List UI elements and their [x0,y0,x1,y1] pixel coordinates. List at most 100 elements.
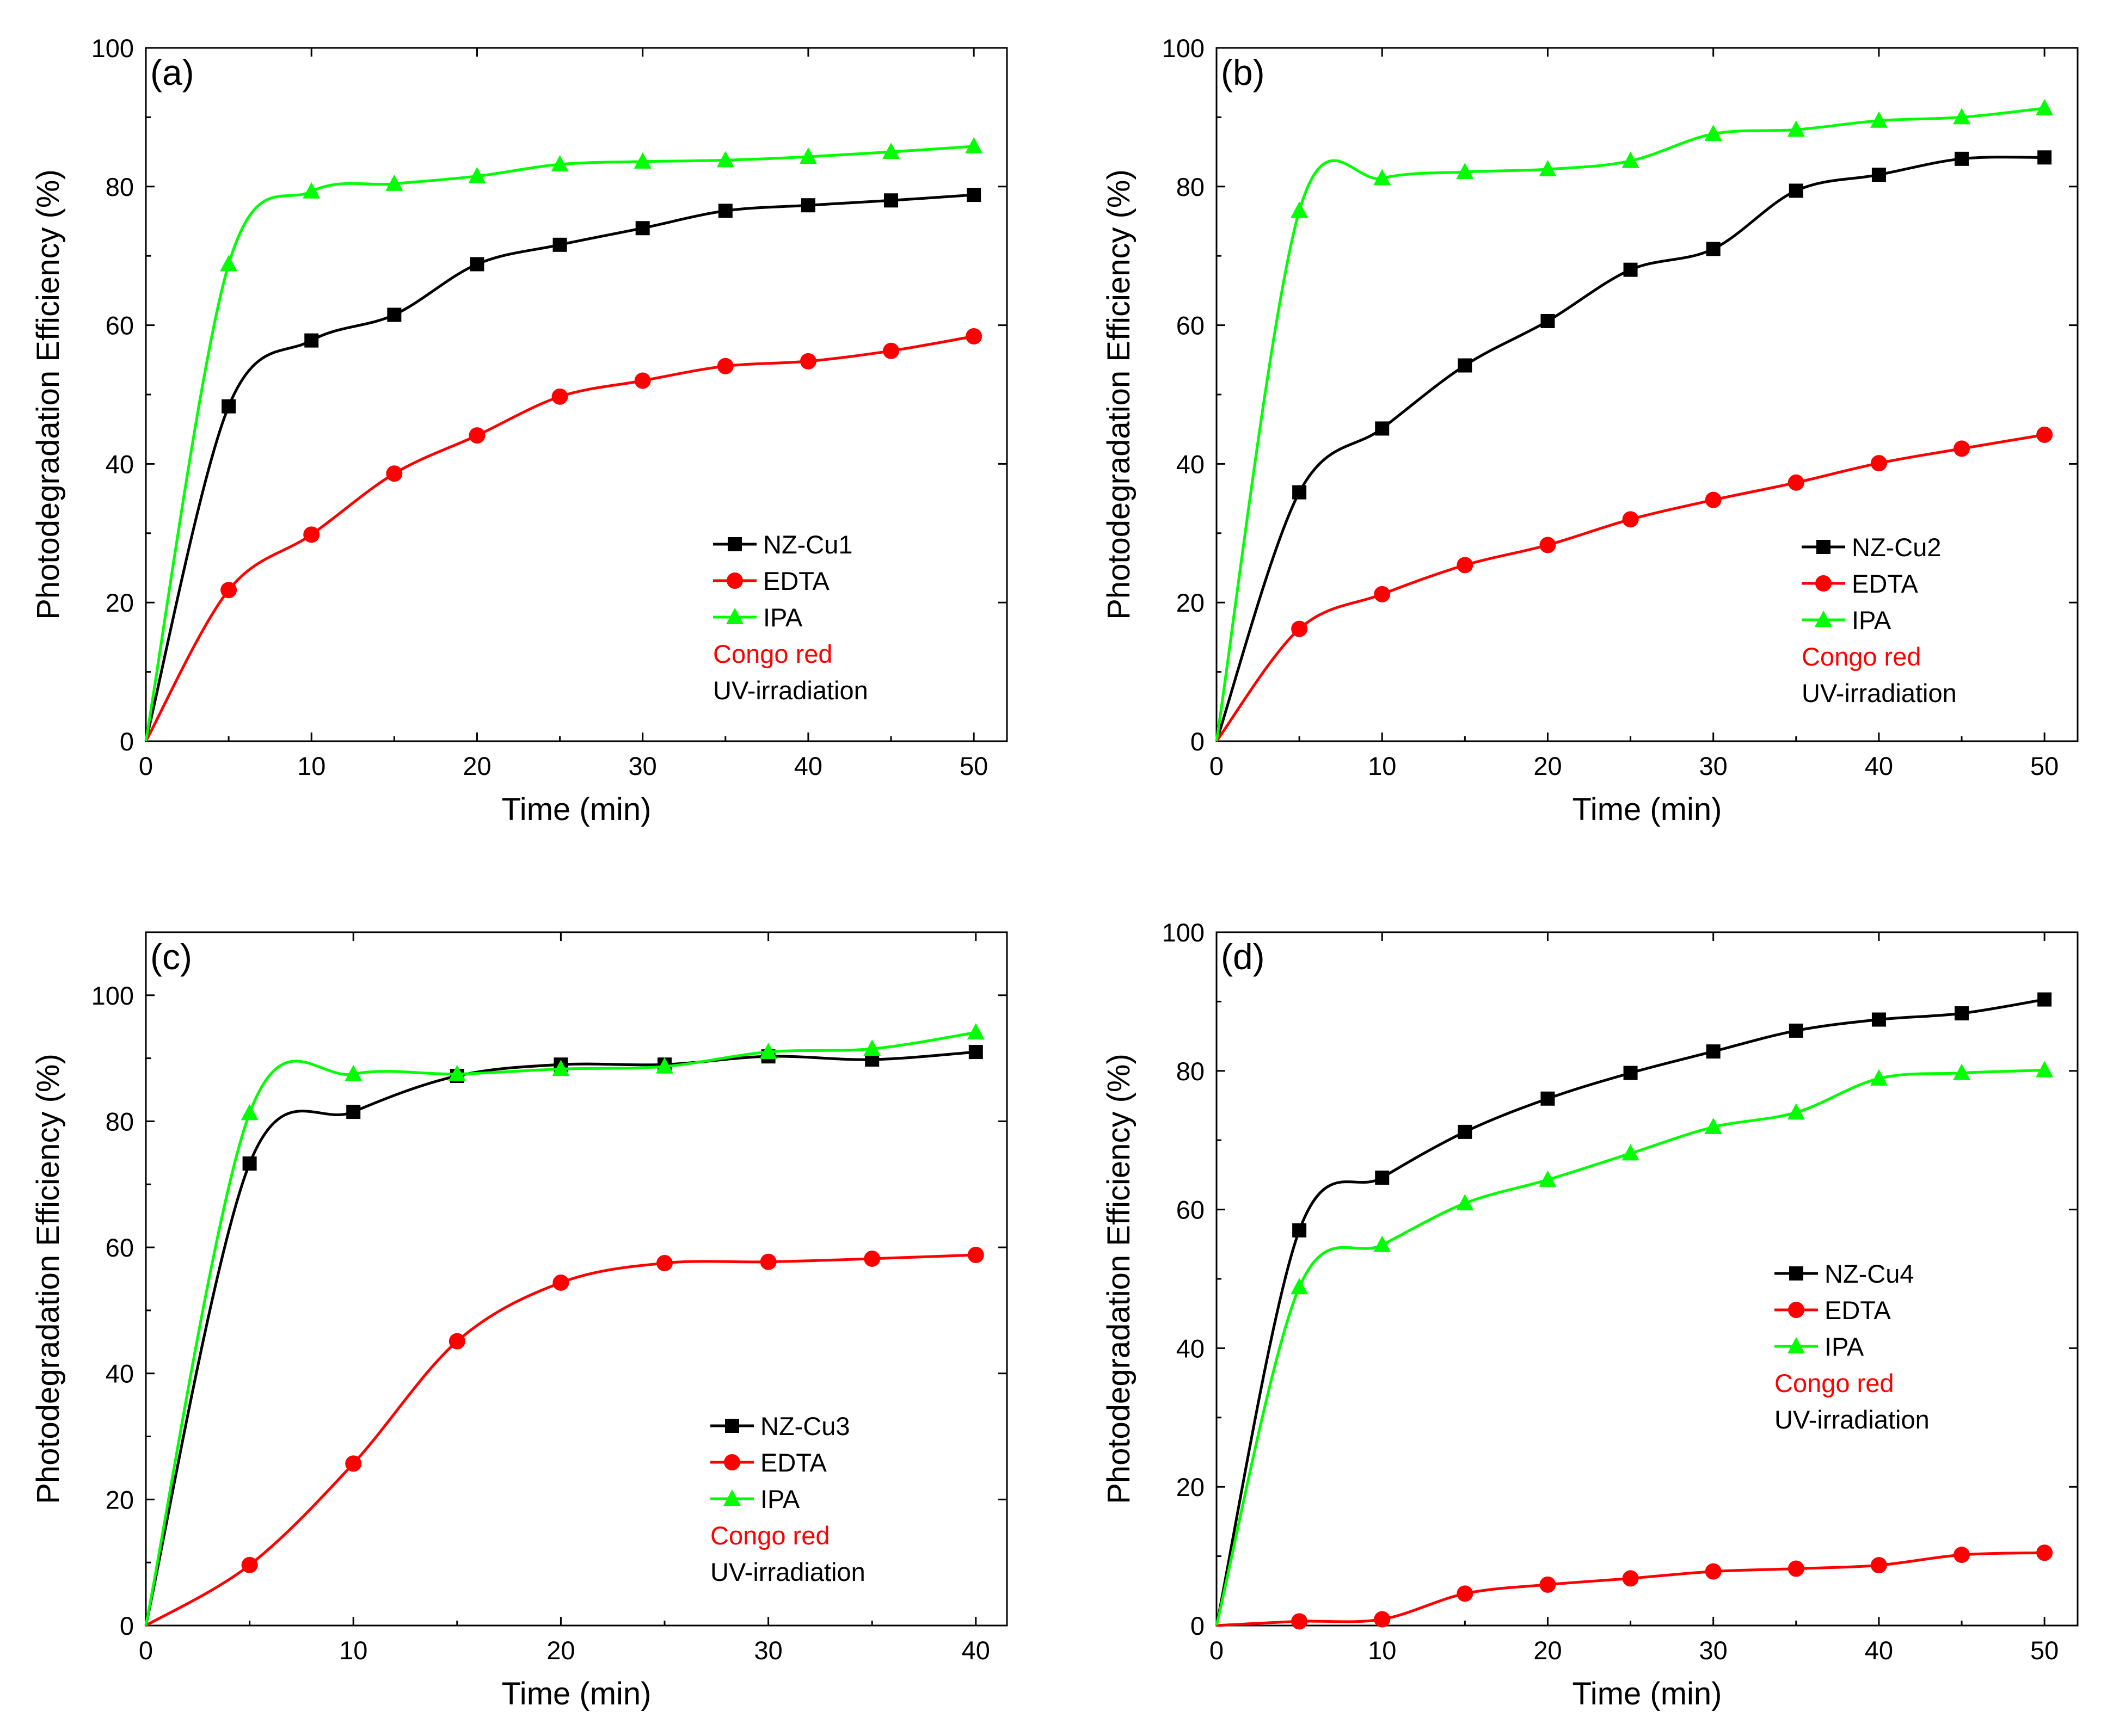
y-tick-label: 0 [1190,727,1205,756]
legend-label: NZ-Cu1 [763,530,853,559]
data-point [1539,159,1557,176]
panel-c: 0 10 20 30 40 0 20 40 60 80 100 Time (min) Photodegr… [30,931,1008,1712]
legend-marker [726,608,744,624]
series-line [144,145,974,742]
data-point [1789,1023,1803,1038]
data-point [1787,1560,1804,1577]
x-tick-label: 50 [2030,752,2059,780]
y-tick-label: 60 [106,1233,134,1262]
legend-marker [727,572,743,589]
data-point [967,188,981,202]
data-point [2036,99,2054,115]
series-line [144,1050,976,1626]
legend: NZ-Cu4 EDTA IPA Congo red UV-irradiation [1774,1259,1930,1434]
data-point [1458,1124,1472,1139]
y-tick-label: 40 [106,1359,134,1388]
x-axis-label: Time (min) [502,792,652,827]
legend-marker [1815,611,1832,627]
series-nz-cu2 [1215,150,2052,742]
legend-note: Congo red [1802,642,1921,671]
legend-label: EDTA [760,1448,827,1477]
y-tick-label: 60 [1176,1196,1205,1224]
data-point [1373,169,1391,186]
legend-label: NZ-Cu2 [1852,533,1942,562]
data-point [2037,992,2052,1007]
x-tick-label: 10 [339,1636,367,1665]
series-ipa [1215,99,2054,742]
y-tick-label: 80 [106,1107,134,1136]
x-axis-label: Time (min) [502,1676,652,1712]
legend-marker [1815,575,1832,592]
x-tick-label: 30 [1699,1636,1728,1665]
data-point [1458,358,1472,373]
x-tick-label: 10 [1368,752,1396,780]
plot-frame [1215,931,2079,1627]
y-tick-label: 100 [91,981,134,1010]
panel-label: (c) [150,937,192,977]
x-tick-label: 20 [1533,1636,1562,1665]
x-tick-label: 30 [629,752,657,780]
data-point [965,137,983,153]
data-point [1954,1547,1970,1563]
data-point [1706,1044,1721,1059]
data-point [1374,586,1391,602]
series-nz-cu3 [144,1045,983,1626]
y-tick-label: 20 [106,1485,134,1514]
x-tick-label: 40 [1865,1636,1893,1665]
legend-marker [1787,1337,1805,1353]
data-point [1787,120,1805,137]
data-point [303,182,321,199]
y-tick-label: 20 [1176,1473,1205,1501]
data-point [552,1060,570,1076]
data-point [220,582,237,599]
y-tick-label: 60 [106,311,134,340]
data-point [1622,1570,1639,1587]
panel-label: (a) [150,52,194,93]
data-point [449,1333,465,1350]
data-point [1539,537,1556,553]
data-point [2036,1544,2053,1561]
data-point [1787,1103,1805,1120]
data-point [759,1043,777,1060]
data-point [1623,262,1638,277]
series-line [1215,433,2045,742]
data-point [967,1023,985,1040]
x-tick-label: 10 [1368,1636,1396,1665]
legend-marker [723,1489,741,1506]
x-tick-label: 40 [1865,752,1893,780]
series-line [1215,156,2045,742]
data-point [1953,108,1971,125]
legend-label: EDTA [763,567,830,595]
data-point [1870,1069,1888,1086]
data-point [1787,474,1804,491]
y-tick-label: 0 [120,727,134,756]
data-point [345,1455,362,1472]
y-tick-label: 100 [1162,918,1205,947]
data-point [1705,1563,1722,1580]
series-nz-cu4 [1215,992,2052,1626]
data-point [1291,1278,1309,1295]
data-point [1704,124,1722,141]
legend-note: UV-irradiation [1802,679,1957,707]
data-point [1871,1012,1886,1027]
y-tick-label: 20 [106,588,134,617]
data-point [799,147,817,164]
data-point [1621,151,1639,168]
legend-label: EDTA [1825,1296,1891,1325]
data-point [718,204,733,218]
y-axis-label: Photodegradation Efficiency (%) [1101,1054,1137,1504]
x-tick-label: 20 [546,1636,575,1665]
x-tick-label: 40 [794,752,822,780]
data-point [760,1253,777,1270]
legend-marker [1788,1302,1804,1318]
data-point [552,237,567,252]
legend-note: Congo red [713,639,833,668]
data-point [801,198,815,213]
data-point [1954,440,1970,457]
series-line [144,1031,976,1626]
series-line [1216,1551,2045,1627]
x-tick-label: 30 [754,1636,782,1665]
data-point [1374,1611,1391,1628]
y-tick-label: 0 [120,1611,134,1640]
y-axis-label: Photodegradation Efficiency (%) [1101,169,1137,620]
